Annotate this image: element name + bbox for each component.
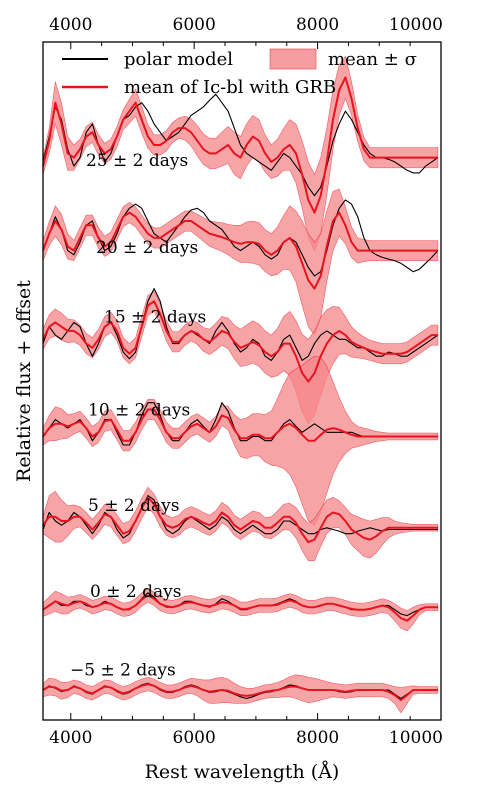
epoch-label: 15 ± 2 days xyxy=(104,307,206,327)
model-spectrum-line xyxy=(42,199,439,277)
x-tick-label-bottom: 10000 xyxy=(389,728,443,748)
sigma-band xyxy=(42,188,439,336)
y-axis-title: Relative flux + offset xyxy=(13,280,35,482)
x-tick-label-top: 8000 xyxy=(296,15,339,35)
x-tick-label-bottom: 8000 xyxy=(296,728,339,748)
x-tick-label-top: 6000 xyxy=(173,15,216,35)
legend-label-band: mean ± σ xyxy=(328,49,417,70)
mean-spectrum-line xyxy=(42,594,438,622)
x-tick-label-top: 10000 xyxy=(389,15,443,35)
epoch-label: 10 ± 2 days xyxy=(88,400,190,420)
mean-spectrum-line xyxy=(42,300,438,383)
axis-ticks xyxy=(70,42,442,720)
x-tick-label-top: 4000 xyxy=(49,15,92,35)
legend-swatch-band xyxy=(269,48,317,70)
epoch-label: 0 ± 2 days xyxy=(90,582,181,602)
epoch-label: 25 ± 2 days xyxy=(86,151,188,171)
x-tick-label-bottom: 6000 xyxy=(173,728,216,748)
sigma-band xyxy=(42,674,439,714)
mean-spectrum-line xyxy=(42,76,438,214)
x-axis-title: Rest wavelength (Å) xyxy=(145,761,340,783)
mean-spectrum-line xyxy=(42,683,438,702)
sigma-band xyxy=(42,486,439,561)
epoch-label: 20 ± 2 days xyxy=(96,238,198,258)
mean-spectra xyxy=(42,76,438,702)
epoch-label: −5 ± 2 days xyxy=(70,661,176,681)
mean-spectrum-line xyxy=(42,211,438,290)
legend-label-model: polar model xyxy=(124,49,233,70)
epoch-labels: 25 ± 2 days 20 ± 2 days 15 ± 2 days 10 ± 2 … xyxy=(70,151,206,681)
x-tick-label-bottom: 4000 xyxy=(49,728,92,748)
legend: polar model mean ± σ mean of Ic-bl with … xyxy=(62,48,417,98)
tick-labels: 4000 4000 6000 6000 8000 8000 10000 10000 xyxy=(49,15,443,748)
epoch-label: 5 ± 2 days xyxy=(88,496,179,516)
plot-frame xyxy=(42,41,442,721)
mean-spectrum-line xyxy=(42,408,438,442)
legend-label-mean: mean of Ic-bl with GRB xyxy=(124,77,336,98)
sigma-band xyxy=(42,55,439,252)
model-spectrum-line xyxy=(42,93,439,197)
mean-spectrum-line xyxy=(42,496,438,544)
